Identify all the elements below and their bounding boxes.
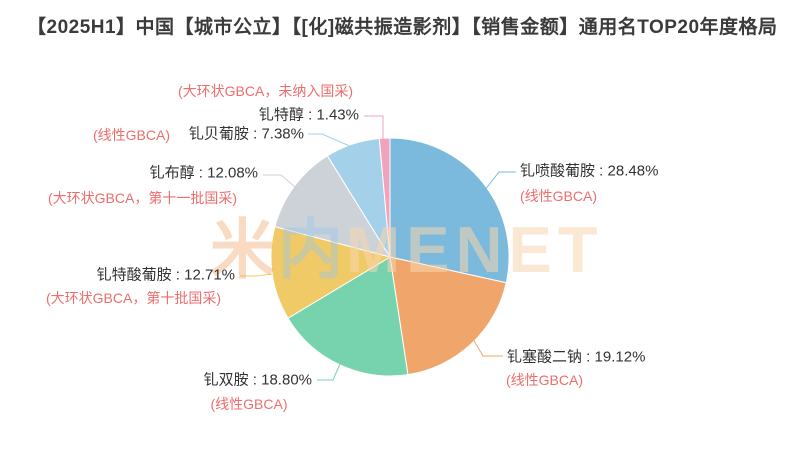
leader-line-2	[317, 363, 341, 381]
chart-title: 【2025H1】中国【城市公立】【[化]磁共振造影剂】【销售金额】通用名TOP2…	[27, 17, 778, 38]
pie-slice-0[interactable]	[389, 137, 510, 284]
leader-line-0	[483, 171, 516, 192]
leader-line-1	[472, 338, 503, 357]
leader-line-5	[308, 133, 353, 148]
leader-line-4	[263, 174, 296, 188]
pie-slice-1[interactable]	[389, 256, 507, 376]
leader-line-6	[364, 115, 384, 140]
leader-line-3	[240, 273, 273, 277]
pie-slice-6[interactable]	[378, 137, 391, 258]
